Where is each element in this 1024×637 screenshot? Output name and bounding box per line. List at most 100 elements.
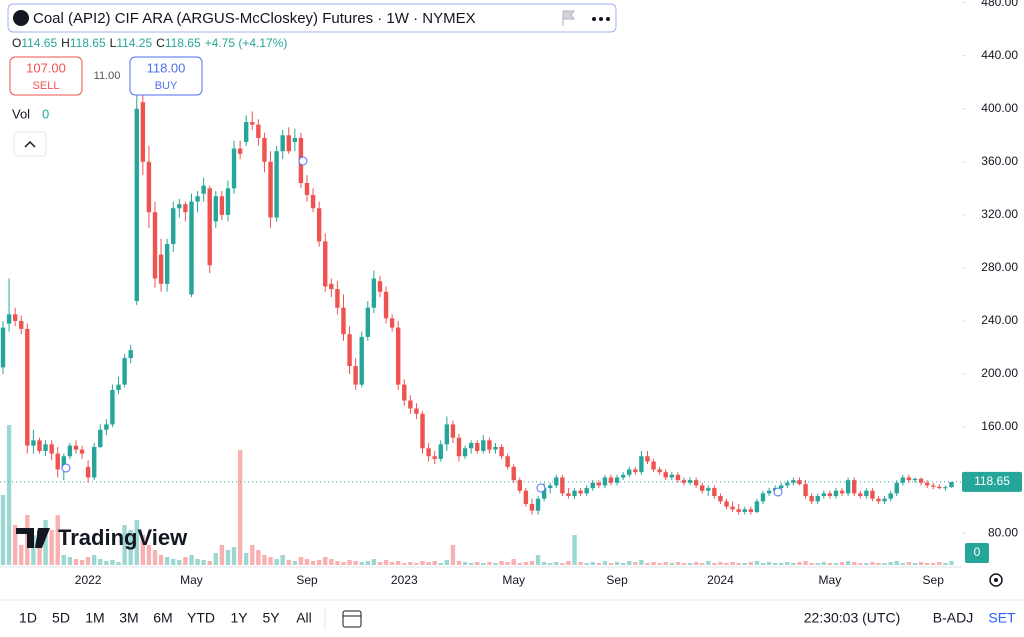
candle-body	[888, 493, 893, 499]
timeframe-button[interactable]: All	[296, 610, 312, 626]
candle-body	[341, 307, 346, 335]
candle-body	[122, 358, 127, 385]
candle-body	[645, 456, 650, 462]
volume-bar	[766, 562, 772, 565]
volume-bar	[627, 561, 632, 565]
candle-body	[548, 485, 553, 489]
candle-body	[19, 320, 24, 329]
y-tick-label: 360.00	[981, 154, 1018, 168]
volume-bar	[931, 563, 936, 565]
candle-body	[754, 501, 760, 512]
volume-bar	[608, 563, 614, 565]
volume-value: 0	[42, 106, 49, 121]
candle-body	[821, 493, 826, 497]
volume-bar	[730, 562, 735, 565]
volume-bar	[590, 562, 595, 565]
volume-bar	[396, 561, 401, 565]
x-tick-label: Sep	[923, 573, 945, 587]
timeframe-button[interactable]: 3M	[119, 610, 138, 626]
volume-bar	[718, 562, 723, 565]
candle-body	[402, 384, 407, 401]
candle-body	[12, 314, 18, 321]
volume-bar	[298, 557, 304, 565]
candle-body	[414, 408, 419, 414]
candle-body	[858, 493, 863, 497]
timeframe-button[interactable]: 1Y	[230, 610, 248, 626]
candle-body	[128, 350, 133, 359]
candle-body	[870, 490, 875, 499]
x-tick-label: May	[502, 573, 525, 587]
candle-body	[681, 480, 687, 483]
volume-bar	[377, 562, 383, 565]
volume-bar	[250, 545, 255, 565]
event-marker[interactable]	[773, 487, 783, 497]
session-button[interactable]: SET	[988, 610, 1016, 626]
timeframe-button[interactable]: 1M	[85, 610, 104, 626]
volume-bar	[633, 562, 638, 565]
volume-bar	[450, 545, 456, 565]
volume-bar	[213, 553, 218, 565]
ohlc-value: 114.65	[21, 36, 57, 50]
volume-bar	[171, 559, 176, 565]
candle-body	[931, 485, 936, 487]
y-tick-label: 400.00	[981, 101, 1018, 115]
timeframe-button[interactable]: YTD	[187, 610, 215, 626]
volume-bar	[779, 563, 784, 565]
candle-body	[639, 456, 644, 473]
candle-body	[845, 480, 851, 494]
x-tick-label: May	[819, 573, 842, 587]
buy-button[interactable]	[129, 56, 203, 96]
candle-body	[815, 496, 820, 502]
volume-bar	[815, 563, 820, 565]
candle-body	[827, 493, 833, 497]
volume-bar	[122, 525, 127, 565]
settings-icon-center	[994, 578, 998, 582]
sell-button[interactable]	[9, 56, 83, 96]
timeframe-button[interactable]: 1D	[19, 610, 37, 626]
volume-bar	[687, 563, 693, 565]
settings-icon[interactable]	[989, 573, 1003, 587]
candle-body	[736, 509, 741, 512]
candle-body	[171, 208, 176, 245]
candle-body	[633, 469, 638, 473]
candle-body	[207, 188, 212, 266]
volume-bar	[231, 547, 237, 565]
candle-body	[791, 480, 796, 483]
volume-bar	[870, 562, 875, 565]
y-tick-label: 320.00	[981, 207, 1018, 221]
volume-bar	[177, 560, 182, 565]
volume-bar	[244, 553, 249, 565]
volume-bar	[92, 555, 97, 565]
event-marker[interactable]	[298, 156, 308, 166]
candle-body	[535, 498, 541, 511]
adjust-button[interactable]: B-ADJ	[933, 610, 973, 626]
brand-name: TradingView	[58, 525, 188, 550]
more-icon[interactable]	[592, 17, 610, 21]
event-marker[interactable]	[536, 483, 546, 493]
candle-body	[377, 281, 383, 292]
candle-body	[493, 446, 498, 450]
candle-body	[280, 135, 285, 152]
volume-bar	[286, 560, 291, 565]
candle-body	[146, 161, 152, 213]
timeframe-button[interactable]: 5D	[52, 610, 70, 626]
timeframe-button[interactable]: 6M	[153, 610, 172, 626]
candle-body	[201, 185, 206, 194]
candle-body	[371, 278, 377, 308]
candle-body	[839, 490, 845, 494]
volume-bar	[383, 560, 389, 565]
ohlc-key: C	[156, 36, 165, 50]
candle-body	[864, 490, 869, 497]
candle-body	[450, 424, 456, 438]
collapse-button[interactable]	[13, 131, 47, 157]
volume-bar	[785, 562, 790, 565]
candle-body	[779, 485, 784, 489]
volume-bar	[280, 555, 285, 565]
volume-bar	[316, 560, 322, 565]
calendar-icon[interactable]	[342, 610, 362, 628]
event-marker[interactable]	[61, 463, 71, 473]
candle-body	[92, 446, 97, 478]
timeframe-button[interactable]: 5Y	[262, 610, 280, 626]
volume-bar	[803, 561, 808, 565]
candle-body	[67, 445, 73, 457]
